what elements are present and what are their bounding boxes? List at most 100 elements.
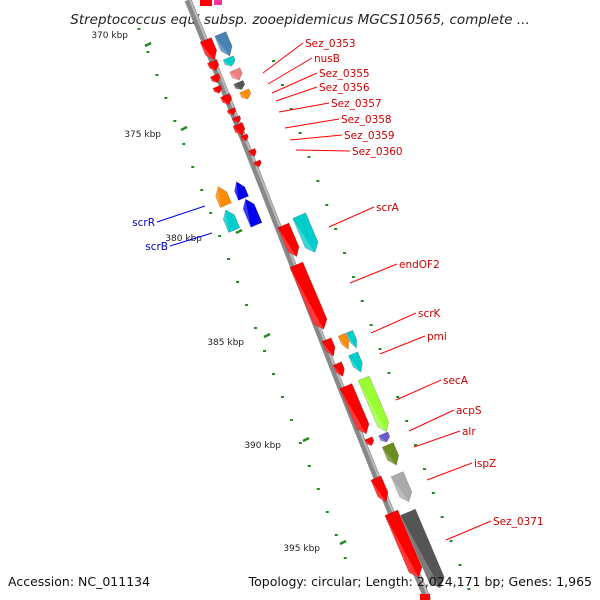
scale-dot	[298, 442, 302, 444]
gene-label-endof2: endOF2	[399, 259, 440, 271]
scale-dot	[449, 540, 453, 542]
scale-tick	[302, 436, 310, 443]
scale-dot	[209, 212, 213, 214]
gene-leader-line	[278, 102, 330, 113]
tick-label: 390 kbp	[244, 441, 281, 451]
gene-arrow	[232, 122, 246, 136]
gene-leader-line	[445, 520, 492, 541]
gene-label-scrr: scrR	[132, 217, 155, 229]
scale-dot	[316, 488, 320, 490]
gene-label-alr: alr	[462, 426, 476, 438]
scale-dot	[245, 304, 249, 306]
scale-dot	[236, 281, 240, 283]
gene-arrow	[337, 332, 350, 350]
scale-dots	[137, 28, 471, 590]
gene-arrow	[289, 261, 328, 330]
scale-dot	[431, 492, 435, 494]
scale-dot	[307, 465, 311, 467]
gene-fragment	[214, 0, 222, 5]
gene-label-acps: acpS	[456, 405, 482, 417]
gene-label-sez-0357: Sez_0357	[331, 98, 382, 110]
scale-dot	[200, 189, 204, 191]
gene-leader-line	[395, 379, 442, 401]
scale-dot	[396, 396, 400, 398]
gene-arrow	[381, 442, 400, 466]
tick-label: 395 kbp	[283, 544, 320, 554]
scale-dot	[467, 588, 471, 590]
scale-dot	[137, 28, 141, 30]
tick-label: 380 kbp	[165, 234, 202, 244]
scale-dot	[422, 468, 426, 470]
scale-dot	[458, 564, 462, 566]
gene-labels: Sez_0353 nusB Sez_0355 Sez_0356 Sez_0357 Sez_…	[132, 38, 544, 541]
gene-leader-line	[267, 57, 313, 85]
gene-arrow	[390, 471, 413, 503]
gene-leader-line	[156, 205, 206, 223]
gene-leader-line	[328, 206, 375, 228]
gene-arrow	[214, 31, 233, 57]
scale-dot	[343, 252, 347, 254]
gene-arrow	[339, 383, 370, 435]
scale-dot	[334, 534, 338, 536]
gene-features	[199, 0, 445, 600]
scale-tick	[180, 125, 188, 132]
gene-fragment	[420, 594, 430, 600]
gene-arrow	[370, 475, 389, 503]
gene-arrow	[222, 55, 236, 67]
gene-arrow	[400, 508, 445, 589]
gene-leader-line	[271, 72, 318, 94]
gene-arrow	[240, 133, 249, 142]
gene-arrow	[321, 337, 336, 357]
gene-arrow	[207, 59, 220, 71]
scale-dot	[155, 74, 159, 76]
gene-leader-line	[349, 263, 398, 284]
gene-label-sez-0355: Sez_0355	[319, 68, 370, 80]
gene-leader-line	[284, 118, 340, 129]
gene-leader-line	[370, 312, 417, 334]
gene-arrow	[239, 88, 252, 100]
gene-arrow	[384, 509, 423, 578]
gene-arrow	[345, 329, 357, 349]
gene-label-sez-0359: Sez_0359	[344, 130, 395, 142]
scale-dot	[414, 444, 418, 446]
gene-arrow	[209, 73, 221, 84]
gene-label-pmi: pmi	[427, 331, 447, 343]
gene-arrow	[332, 361, 345, 377]
scale-dot	[280, 84, 284, 86]
gene-fragment	[200, 0, 212, 6]
gene-leader-line	[169, 232, 213, 247]
gene-label-scra: scrA	[376, 202, 400, 214]
scale-dot	[405, 420, 409, 422]
gene-arrow	[234, 181, 249, 201]
scale-dot	[325, 204, 329, 206]
scale-dot	[334, 228, 338, 230]
gene-arrow	[348, 351, 363, 373]
gene-arrow	[212, 84, 223, 94]
gene-arrow	[253, 159, 262, 168]
gene-arrow	[242, 198, 263, 228]
scale-dot	[227, 258, 231, 260]
gene-leader-line	[262, 42, 304, 74]
scale-dot	[298, 132, 302, 134]
scale-dot	[146, 51, 150, 53]
gene-label-sez-0371: Sez_0371	[493, 516, 544, 528]
scale-dot	[440, 516, 444, 518]
scale-dot	[191, 166, 195, 168]
gene-arrow	[378, 431, 391, 443]
gene-leader-line	[289, 134, 343, 141]
gene-label-scrk: scrK	[418, 308, 442, 320]
scale-tick	[339, 539, 347, 546]
gene-leader-line	[379, 335, 426, 355]
scale-dot	[280, 396, 284, 398]
scale-dot	[343, 557, 347, 559]
gene-arrow	[222, 209, 241, 233]
accession-text: Accession: NC_011134	[8, 574, 151, 589]
scale-dot	[218, 235, 222, 237]
scale-dot	[289, 419, 293, 421]
gene-leader-line	[275, 86, 318, 102]
scale-dot	[351, 276, 355, 278]
gene-arrow	[292, 212, 319, 253]
gene-arrow	[226, 107, 237, 116]
gene-label-sez-0358: Sez_0358	[341, 114, 392, 126]
